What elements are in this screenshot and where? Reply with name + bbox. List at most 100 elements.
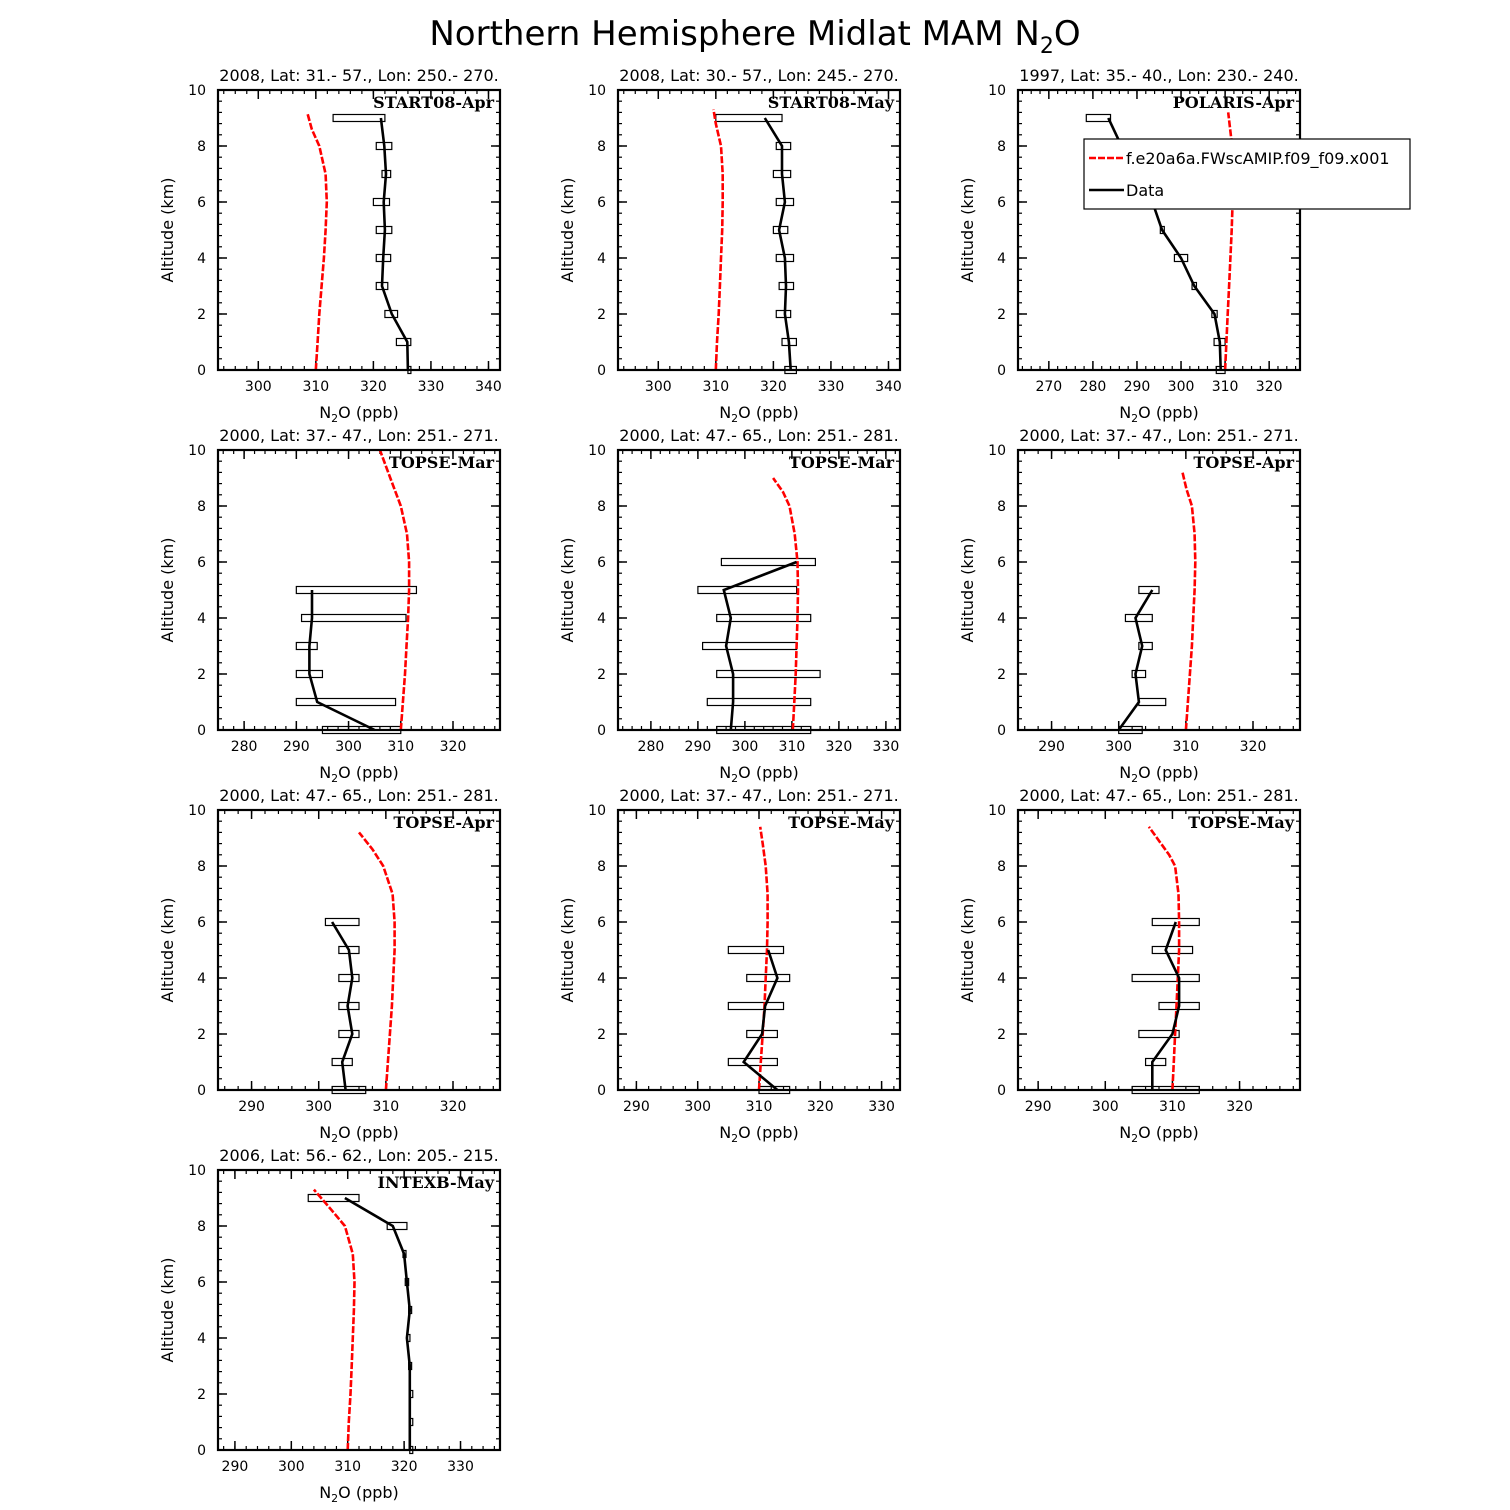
x-axis-label: N2O (ppb)	[1119, 403, 1199, 425]
y-tick-label: 8	[197, 1219, 206, 1235]
y-axis-label: Altitude (km)	[958, 898, 977, 1003]
x-tick-label: 290	[238, 1099, 265, 1115]
x-tick-label: 330	[418, 379, 445, 395]
x-tick-label: 300	[278, 1459, 305, 1475]
y-tick-label: 0	[997, 1083, 1006, 1099]
x-axis-label-part: O (ppb)	[738, 1123, 799, 1142]
plot-frame	[616, 448, 902, 732]
plot-frame	[1016, 88, 1302, 372]
data-error-bar	[701, 641, 798, 651]
campaign-label: TOPSE-Mar	[789, 453, 895, 472]
x-axis-label-part: O (ppb)	[1138, 403, 1199, 422]
panel-title: 2000, Lat: 37.- 47., Lon: 251.- 271.	[1019, 426, 1298, 445]
plot-frame	[216, 88, 502, 372]
x-axis-label-part: O (ppb)	[338, 1483, 399, 1502]
y-tick-label: 4	[997, 251, 1006, 267]
y-tick-label: 8	[597, 139, 606, 155]
x-axis-label-part: O (ppb)	[738, 763, 799, 782]
y-tick-label: 10	[188, 83, 206, 99]
y-tick-label: 2	[597, 307, 606, 323]
data-error-bar	[1131, 973, 1200, 983]
data-error-bar	[720, 557, 817, 567]
x-tick-label: 320	[440, 1099, 467, 1115]
y-tick-label: 6	[997, 195, 1006, 211]
x-axis-label: N2O (ppb)	[1119, 1123, 1199, 1145]
y-tick-label: 8	[597, 499, 606, 515]
y-tick-label: 6	[197, 915, 206, 931]
x-tick-label: 310	[302, 379, 329, 395]
x-axis-label-subscript: 2	[1131, 772, 1138, 785]
y-tick-label: 0	[997, 723, 1006, 739]
panel-8: 2000, Lat: 37.- 47., Lon: 251.- 271. 290 3…	[558, 786, 902, 1145]
data-error-bar	[1138, 641, 1153, 651]
y-tick-label: 6	[997, 555, 1006, 571]
data-error-bar	[706, 697, 812, 707]
x-tick-label: 310	[1172, 739, 1199, 755]
x-tick-label: 290	[685, 739, 712, 755]
y-tick-label: 10	[588, 803, 606, 819]
campaign-label: INTEXB-May	[378, 1173, 495, 1192]
x-axis-label-subscript: 2	[331, 412, 338, 425]
y-tick-label: 2	[997, 667, 1006, 683]
figure-title: Northern Hemisphere Midlat MAM N2O	[429, 14, 1080, 59]
data-error-bar	[324, 917, 360, 927]
plot-frame	[616, 808, 902, 1092]
data-error-bar	[332, 113, 386, 123]
data-series-line	[344, 1196, 412, 1450]
x-tick-label: 300	[1105, 739, 1132, 755]
x-tick-label: 320	[440, 739, 467, 755]
x-tick-label: 310	[746, 1099, 773, 1115]
x-axis-label-part: N	[719, 763, 731, 782]
y-tick-label: 10	[188, 443, 206, 459]
data-series-line	[1151, 921, 1181, 1090]
x-tick-label: 310	[779, 739, 806, 755]
x-tick-label: 290	[1025, 1099, 1052, 1115]
plot-frame	[216, 1168, 502, 1452]
data-error-bar	[1138, 697, 1167, 707]
y-tick-label: 2	[197, 1387, 206, 1403]
x-axis-label-part: N	[719, 1123, 731, 1142]
x-axis-label: N2O (ppb)	[319, 1123, 399, 1145]
data-series-line	[379, 117, 410, 371]
x-axis-label-part: N	[719, 403, 731, 422]
y-tick-label: 10	[588, 83, 606, 99]
plot-frame	[616, 88, 902, 372]
legend: f.e20a6a.FWscAMIP.f09_f09.x001 Data	[1083, 138, 1411, 210]
panel-title: 2000, Lat: 37.- 47., Lon: 251.- 271.	[619, 786, 898, 805]
y-tick-label: 8	[997, 139, 1006, 155]
x-tick-label: 330	[447, 1459, 474, 1475]
data-series-line	[330, 921, 354, 1091]
x-axis-label-part: O (ppb)	[338, 403, 399, 422]
panel-title: 2000, Lat: 47.- 65., Lon: 251.- 281.	[619, 426, 898, 445]
x-tick-label: 290	[623, 1099, 650, 1115]
x-tick-label: 310	[702, 379, 729, 395]
data-series-line	[308, 590, 376, 732]
x-axis-label-part: N	[1119, 1123, 1131, 1142]
x-axis-label-part: N	[319, 763, 331, 782]
model-series-line	[757, 826, 769, 1091]
x-tick-label: 290	[283, 739, 310, 755]
y-tick-label: 0	[197, 1083, 206, 1099]
y-tick-label: 2	[997, 1027, 1006, 1043]
x-axis-label-part: O (ppb)	[1138, 1123, 1199, 1142]
x-axis-label: N2O (ppb)	[319, 403, 399, 425]
x-tick-label: 340	[875, 379, 902, 395]
y-tick-label: 6	[197, 555, 206, 571]
x-tick-label: 320	[360, 379, 387, 395]
y-tick-label: 4	[597, 611, 606, 627]
x-tick-label: 300	[335, 739, 362, 755]
x-axis-label-subscript: 2	[731, 1132, 738, 1145]
x-tick-label: 320	[807, 1099, 834, 1115]
y-axis-label: Altitude (km)	[158, 538, 177, 643]
x-tick-label: 320	[826, 739, 853, 755]
x-axis-label-subscript: 2	[331, 1132, 338, 1145]
figure-title-subscript: 2	[1040, 34, 1054, 59]
y-tick-label: 4	[197, 251, 206, 267]
plot-frame	[1016, 448, 1302, 732]
x-axis-label: N2O (ppb)	[1119, 763, 1199, 785]
legend-model-label: f.e20a6a.FWscAMIP.f09_f09.x001	[1126, 149, 1390, 169]
x-tick-label: 300	[1092, 1099, 1119, 1115]
panel-2: 2008, Lat: 30.- 57., Lon: 245.- 270. 300 3…	[558, 66, 902, 425]
x-axis-label: N2O (ppb)	[719, 1123, 799, 1145]
